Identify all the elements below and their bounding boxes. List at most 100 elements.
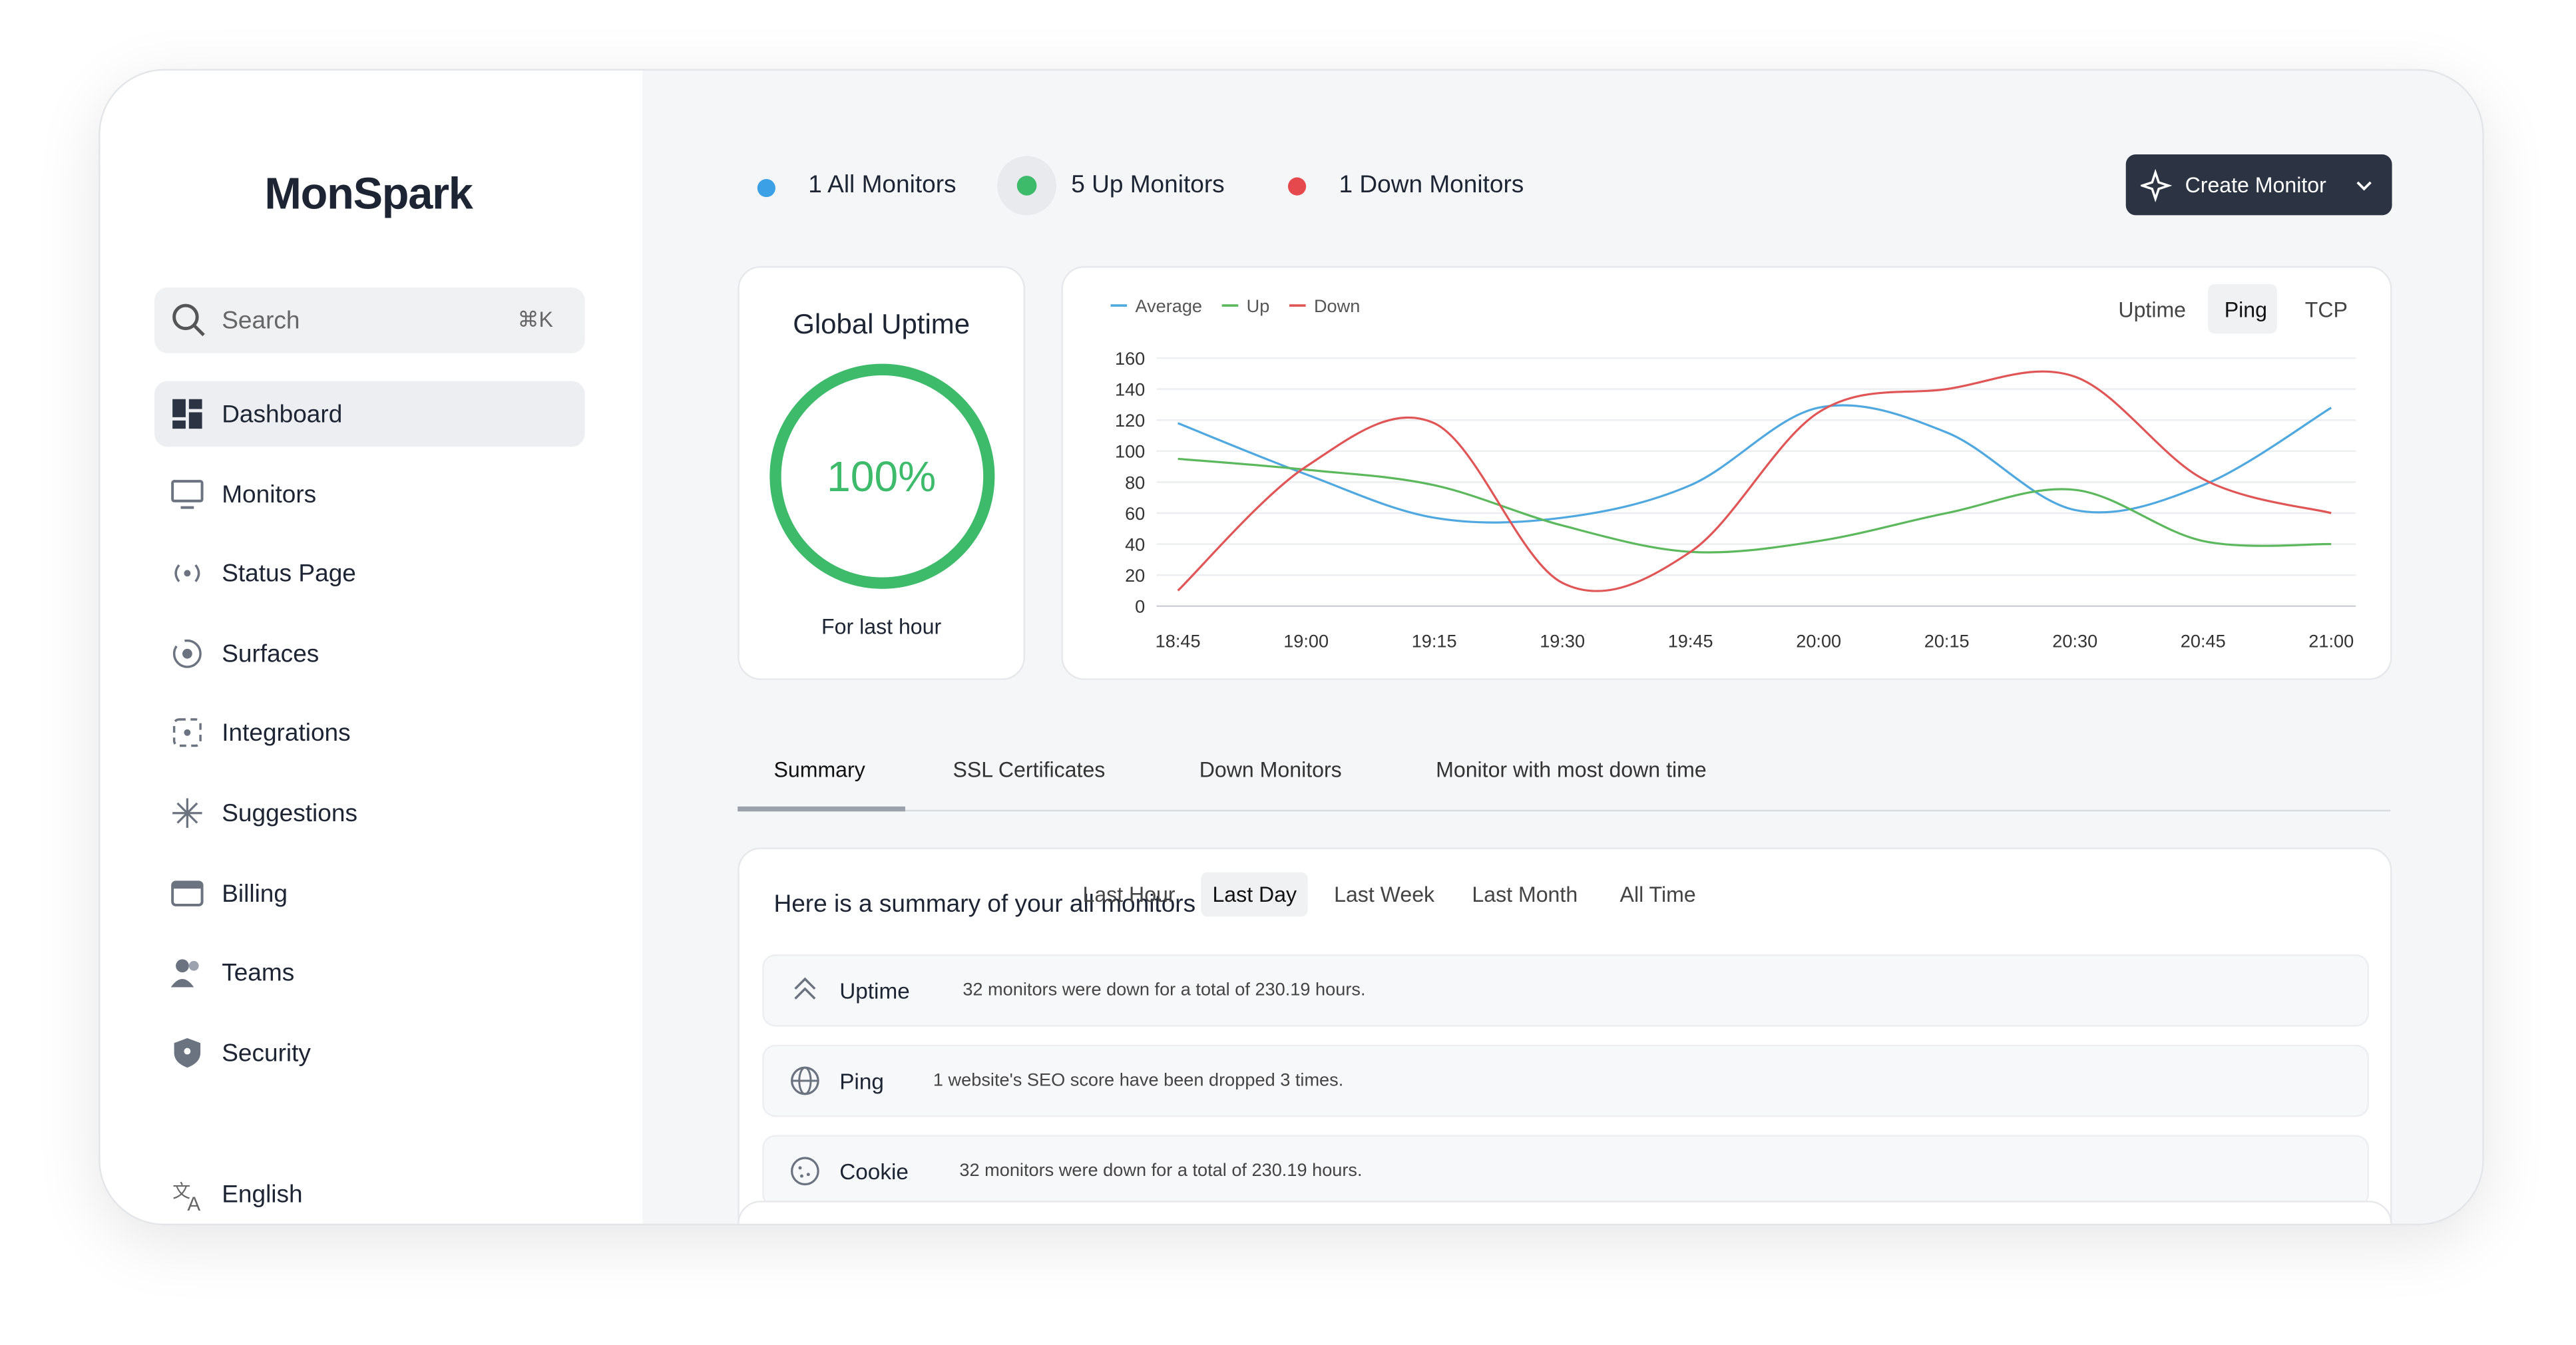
nav-item[interactable]: Status Page	[154, 540, 585, 606]
x-tick-label: 20:15	[1924, 630, 1970, 651]
legend-label: Average	[1135, 295, 1202, 316]
nav-item[interactable]: Integrations	[154, 700, 585, 766]
nav-label: Integrations	[222, 719, 351, 748]
tab-rule	[738, 809, 2391, 812]
create-monitor-button[interactable]: Create Monitor	[2125, 154, 2392, 216]
y-tick-label: 160	[1115, 348, 1145, 369]
nav-label: Suggestions	[222, 799, 357, 828]
x-tick-label: 18:45	[1156, 630, 1201, 651]
nav-label: Teams	[222, 959, 295, 988]
range-filter[interactable]: Last Day	[1201, 872, 1309, 917]
uptime-title: Global Uptime	[793, 309, 970, 340]
chevron	[2356, 181, 2372, 191]
range-filter[interactable]: Last Month	[1472, 882, 1578, 907]
summary-title: Here is a summary of your all monitors	[773, 890, 1196, 918]
tab[interactable]: Summary	[773, 757, 865, 782]
y-tick-label: 20	[1125, 565, 1145, 586]
nav-item[interactable]: Billing	[154, 860, 585, 926]
row-text: 1 website's SEO score have been dropped …	[933, 1071, 1344, 1091]
row-icon	[791, 1157, 819, 1186]
stat-up[interactable]: 5 Up Monitors	[1071, 170, 1225, 199]
uptime-caption: For last hour	[821, 614, 942, 640]
row-icon	[791, 1066, 819, 1095]
nav-item[interactable]: Surfaces	[154, 620, 585, 686]
x-tick-label: 21:00	[2308, 630, 2354, 651]
x-tick-label: 19:15	[1412, 630, 1457, 651]
summary-card: Here is a summary of your all monitors L…	[738, 847, 2392, 1224]
dot-down	[1287, 177, 1307, 196]
range-filter[interactable]: Last Hour	[1082, 882, 1176, 907]
tab[interactable]: SSL Certificates	[953, 757, 1106, 782]
nav-item[interactable]: Teams	[154, 940, 585, 1006]
nav-icon	[172, 639, 202, 668]
sparkle-icon	[2140, 169, 2173, 202]
search-icon	[172, 303, 205, 337]
svg-text:A: A	[187, 1193, 200, 1214]
row-label: Cookie	[839, 1159, 909, 1185]
x-tick-label: 19:45	[1668, 630, 1713, 651]
line-series	[1177, 370, 2332, 592]
y-tick-label: 0	[1135, 596, 1145, 617]
chart-card: 0 20 40 60 80 100 120 140 160 18:45 19:00 19:15 19:3…	[1061, 266, 2392, 680]
brand: MonSpark	[264, 169, 473, 219]
line-series	[1178, 457, 2332, 554]
summary-row: Cookie 32 monitors were down for a total …	[762, 1135, 2370, 1208]
button-label: Create Monitor	[2185, 172, 2326, 198]
row-icon	[794, 977, 816, 1000]
uptime-value: 100%	[827, 451, 937, 501]
chart-tab[interactable]: TCP	[2305, 297, 2348, 321]
tab-indicator	[738, 806, 905, 812]
ping-chart: 0 20 40 60 80 100 120 140 160 18:45 19:00 19:15 19:3…	[1110, 295, 2356, 651]
range-filter[interactable]: All Time	[1619, 882, 1696, 907]
x-tick-label: 20:45	[2181, 630, 2226, 651]
nav-icon	[172, 719, 202, 748]
row-text: 32 monitors were down for a total of 230…	[959, 1161, 1363, 1181]
x-tick-label: 20:30	[2052, 630, 2097, 651]
legend-label: Up	[1247, 295, 1270, 316]
stat-down[interactable]: 1 Down Monitors	[1339, 170, 1524, 199]
row-text: 32 monitors were down for a total of 230…	[963, 980, 1366, 1001]
dot-up	[1016, 176, 1037, 196]
uptime-card: Global Uptime 100% For last hour	[738, 266, 1026, 680]
nav-item[interactable]: Dashboard	[154, 381, 585, 447]
x-tick-label: 19:30	[1540, 630, 1585, 651]
nav-icon	[170, 959, 199, 988]
nav-icon	[174, 1038, 201, 1067]
nav-icon	[172, 798, 202, 828]
chart-tab[interactable]: Ping	[2225, 297, 2267, 321]
summary-row: Ping 1 website's SEO score have been drop…	[762, 1044, 2370, 1117]
nav-label: Dashboard	[222, 401, 343, 429]
y-tick-label: 100	[1115, 441, 1145, 462]
nav-item[interactable]: Monitors	[154, 461, 585, 527]
nav-label: Monitors	[222, 480, 317, 509]
y-tick-label: 60	[1125, 503, 1145, 524]
y-tick-label: 120	[1115, 410, 1145, 431]
tab[interactable]: Down Monitors	[1199, 757, 1342, 782]
nav-icon	[172, 399, 202, 429]
y-tick-label: 40	[1125, 534, 1145, 554]
language-label: English	[222, 1181, 303, 1209]
x-tick-label: 20:00	[1796, 630, 1841, 651]
line-series	[1178, 404, 2332, 524]
dot-all	[757, 179, 775, 198]
stat-all[interactable]: 1 All Monitors	[808, 170, 957, 199]
tab[interactable]: Monitor with most down time	[1436, 757, 1707, 782]
chart-tab[interactable]: Uptime	[2118, 297, 2186, 321]
nav-label: Surfaces	[222, 640, 320, 669]
svg-text:文: 文	[172, 1181, 190, 1201]
nav-icon	[171, 880, 204, 906]
legend-label: Down	[1314, 295, 1360, 316]
search-box[interactable]: Search ⌘K	[154, 287, 585, 353]
shortcut: ⌘K	[517, 307, 553, 332]
nav-item[interactable]: Suggestions	[154, 780, 585, 846]
tab-highlight	[2208, 284, 2277, 334]
next-card	[738, 1201, 2392, 1224]
nav-item[interactable]: Security	[154, 1020, 585, 1085]
range-filter[interactable]: Last Week	[1334, 882, 1435, 907]
y-tick-label: 140	[1115, 379, 1145, 400]
